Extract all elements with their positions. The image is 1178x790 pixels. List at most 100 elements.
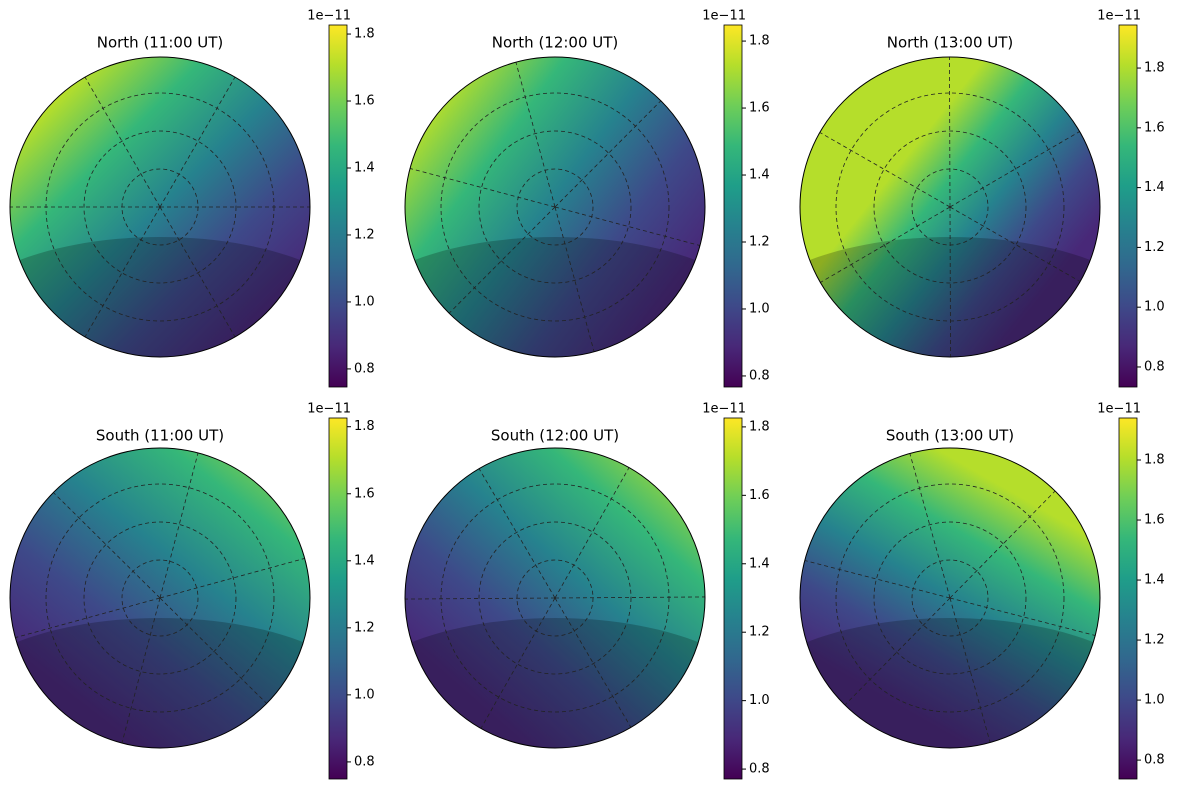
meridian (819, 132, 951, 208)
meridian (480, 597, 556, 729)
colorbar (328, 24, 348, 388)
colorbar-tick-label: 1.8 (749, 419, 770, 434)
panel-title: North (12:00 UT) (492, 34, 619, 52)
colorbar-tick-label: 0.8 (749, 368, 770, 383)
meridian (53, 492, 161, 599)
colorbar-tick-label: 1.8 (749, 34, 770, 49)
colorbar-tick-label: 1.2 (354, 620, 375, 635)
night-shade (800, 237, 1100, 357)
meridian (909, 453, 951, 599)
colorbar-tick-label: 1.2 (1144, 240, 1165, 255)
colorbar-offset-label: 1e−11 (307, 402, 351, 417)
colorbar-tick-label: 1.4 (1144, 573, 1165, 588)
colorbar-tick-label: 0.8 (1144, 753, 1165, 768)
meridian (84, 206, 161, 338)
meridian (949, 206, 951, 358)
panel-title: South (12:00 UT) (491, 427, 619, 445)
meridian (159, 597, 267, 704)
meridian (405, 597, 556, 600)
colorbar (723, 24, 743, 388)
colorbar (1118, 24, 1138, 388)
colorbar-tick-label: 1.0 (1144, 300, 1165, 315)
colorbar-tick-label: 1.4 (749, 556, 770, 571)
colorbar-tick-label: 1.0 (354, 687, 375, 702)
meridian (554, 206, 701, 246)
meridian (949, 597, 1096, 636)
colorbar (328, 417, 348, 780)
meridian (554, 206, 595, 352)
graticule (835, 92, 1065, 322)
colorbar-offset-label: 1e−11 (1097, 402, 1141, 417)
graticule (440, 483, 670, 713)
colorbar-tick-label: 0.8 (354, 754, 375, 769)
colorbar-tick-label: 1.6 (1144, 120, 1165, 135)
meridian (804, 560, 951, 599)
meridian (949, 490, 1056, 599)
map-border (799, 447, 1101, 749)
colorbar-tick-label: 1.4 (1144, 180, 1165, 195)
graticule (873, 130, 1027, 284)
colorbar-tick-label: 1.0 (749, 301, 770, 316)
colorbar (1118, 417, 1138, 780)
meridian (478, 468, 556, 599)
colorbar-tick-label: 1.8 (354, 419, 375, 434)
colorbar (723, 417, 743, 780)
meridian (159, 76, 236, 208)
colorbar-tick-label: 1.4 (354, 553, 375, 568)
graticule (516, 168, 594, 246)
graticule (83, 130, 237, 284)
colorbar-tick-label: 1.8 (1144, 61, 1165, 76)
colorbar-tick-label: 0.8 (1144, 359, 1165, 374)
meridian (15, 597, 161, 638)
colorbar-tick-label: 1.8 (1144, 453, 1165, 468)
colorbar-tick-label: 1.6 (354, 94, 375, 109)
meridian (949, 56, 951, 208)
meridian (820, 206, 951, 283)
graticule (440, 92, 670, 322)
night-shade (405, 237, 705, 357)
meridian (949, 131, 1080, 208)
colorbar-tick-label: 1.6 (749, 101, 770, 116)
colorbar-tick-label: 1.6 (749, 488, 770, 503)
meridian (949, 206, 1081, 282)
night-shade (405, 618, 705, 748)
graticule (478, 130, 632, 284)
night-shade (800, 618, 1100, 748)
panel-title: North (13:00 UT) (887, 34, 1014, 52)
meridian (159, 206, 236, 338)
map-border (404, 56, 706, 358)
graticule (478, 521, 632, 675)
graticule (835, 483, 1065, 713)
colorbar-tick-label: 1.2 (1144, 633, 1165, 648)
graticule (121, 559, 199, 637)
meridian (121, 597, 161, 744)
graticule (83, 521, 237, 675)
panel-title: North (11:00 UT) (97, 34, 224, 52)
meridian (84, 76, 161, 208)
colorbar-tick-label: 1.6 (1144, 513, 1165, 528)
graticule (45, 483, 275, 713)
map-border (404, 447, 706, 749)
panel-title: South (13:00 UT) (886, 427, 1014, 445)
meridian (554, 597, 632, 728)
colorbar-tick-label: 1.2 (749, 625, 770, 640)
night-shade (10, 237, 310, 357)
map-border (799, 56, 1101, 358)
panel-title: South (11:00 UT) (96, 427, 224, 445)
colorbar-tick-label: 0.8 (749, 762, 770, 777)
colorbar-tick-label: 1.4 (749, 168, 770, 183)
meridian (554, 100, 662, 208)
meridian (554, 467, 630, 599)
meridian (554, 596, 705, 599)
colorbar-tick-label: 1.4 (354, 160, 375, 175)
colorbar-offset-label: 1e−11 (1097, 9, 1141, 24)
colorbar-tick-label: 1.0 (1144, 693, 1165, 708)
colorbar-tick-label: 1.8 (354, 27, 375, 42)
colorbar-tick-label: 1.2 (354, 227, 375, 242)
night-shade (10, 618, 310, 748)
graticule (873, 521, 1027, 675)
meridian (409, 168, 556, 208)
meridian (515, 62, 556, 208)
colorbar-tick-label: 1.0 (354, 294, 375, 309)
